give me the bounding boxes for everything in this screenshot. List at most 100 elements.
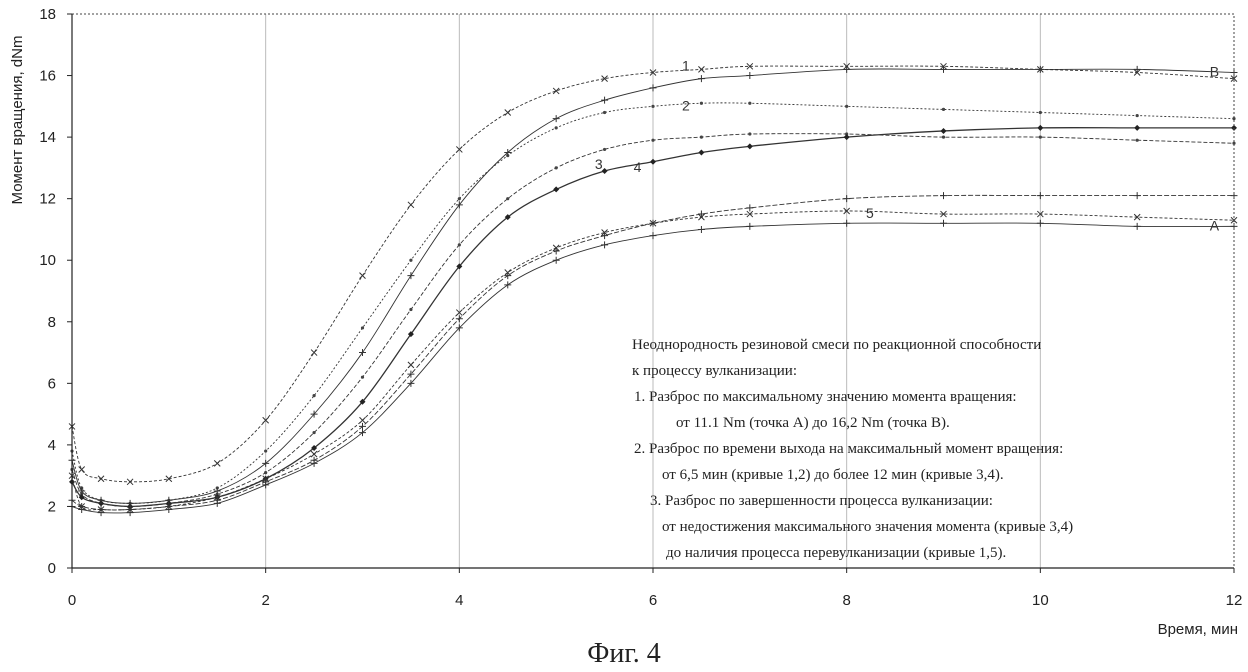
x-tick-label: 8 [842, 592, 850, 609]
data-point [746, 204, 753, 211]
data-point [553, 88, 559, 94]
annotation-line: до наличия процесса перевулканизации (кр… [666, 545, 1006, 561]
data-point [127, 479, 133, 485]
data-point [940, 192, 947, 199]
data-point [458, 197, 461, 200]
data-point [650, 232, 657, 239]
data-point [1037, 192, 1044, 199]
data-point [504, 272, 511, 279]
data-point [311, 457, 318, 464]
y-tick-label: 16 [39, 68, 56, 85]
data-point [553, 257, 560, 264]
y-tick-label: 18 [39, 6, 56, 23]
data-point [698, 226, 705, 233]
data-point [941, 128, 947, 134]
data-point [942, 136, 945, 139]
annotation-line: от 6,5 мин (кривые 1,2) до более 12 мин … [662, 467, 1004, 483]
data-point [1136, 139, 1139, 142]
y-tick-label: 6 [48, 375, 56, 392]
curve-labels: 1 2 3 4 5 B A [595, 57, 1220, 233]
data-point [407, 272, 414, 279]
y-tick-label: 2 [48, 498, 56, 515]
data-point [506, 197, 509, 200]
annotation-line: 2. Разброс по времени выхода на максимал… [634, 441, 1063, 457]
data-point [1037, 125, 1043, 131]
data-point [698, 211, 705, 218]
data-point [650, 159, 656, 165]
data-point [1136, 114, 1139, 117]
data-point [748, 132, 751, 135]
data-point [312, 394, 315, 397]
data-point [79, 467, 85, 473]
data-point [843, 66, 850, 73]
data-point [360, 417, 366, 423]
annotation-line: от 11.1 Nm (точка А) до 16,2 Nm (точка В… [676, 415, 950, 431]
data-point [264, 449, 267, 452]
data-point [312, 431, 315, 434]
data-point [651, 105, 654, 108]
data-point [845, 105, 848, 108]
x-tick-label: 2 [261, 592, 269, 609]
data-point [698, 75, 705, 82]
data-point [408, 202, 414, 208]
data-point [940, 220, 947, 227]
curve-label-B: B [1210, 63, 1219, 79]
data-point [844, 134, 850, 140]
data-point [843, 220, 850, 227]
annotation-line: 1. Разброс по максимальному значению мом… [634, 389, 1017, 405]
data-point [214, 460, 220, 466]
data-point [940, 66, 947, 73]
data-point [700, 136, 703, 139]
data-point [361, 326, 364, 329]
x-tick-label: 0 [68, 592, 76, 609]
data-point [1039, 111, 1042, 114]
data-point [409, 259, 412, 262]
annotation-line: Неоднородность резиновой смеси по реакци… [632, 337, 1041, 353]
x-tick-label: 12 [1226, 592, 1243, 609]
y-tick-label: 0 [48, 560, 56, 577]
data-point [359, 349, 366, 356]
y-tick-label: 12 [39, 191, 56, 208]
data-point [1134, 125, 1140, 131]
data-point [361, 376, 364, 379]
annotation-block: Неоднородность резиновой смеси по реакци… [632, 337, 1073, 561]
data-point [1037, 220, 1044, 227]
data-point [601, 241, 608, 248]
curve-label-1: 1 [682, 57, 690, 73]
data-point [698, 150, 704, 156]
annotation-line: от недостижения максимального значения м… [662, 519, 1073, 535]
y-tick-label: 14 [39, 129, 56, 146]
data-point [553, 186, 559, 192]
data-point [264, 471, 267, 474]
data-point [505, 109, 511, 115]
curve-label-3: 3 [595, 156, 603, 172]
data-point [311, 451, 317, 457]
data-point [1134, 192, 1141, 199]
annotation-line: к процессу вулканизации: [632, 363, 797, 379]
data-point [456, 315, 463, 322]
data-point [601, 97, 608, 104]
data-point [1134, 223, 1141, 230]
curve-label-4: 4 [634, 159, 642, 175]
data-point [458, 243, 461, 246]
data-point [651, 139, 654, 142]
data-point [1134, 66, 1141, 73]
y-axis-label: Момент вращения, dNm [9, 36, 26, 205]
data-point [408, 362, 414, 368]
curve-label-5: 5 [866, 205, 874, 221]
data-point [747, 143, 753, 149]
y-tick-label: 10 [39, 252, 56, 269]
data-point [409, 308, 412, 311]
figure-caption: Фиг. 4 [587, 638, 660, 669]
data-point [555, 166, 558, 169]
curve-label-A: A [1210, 217, 1220, 233]
chart-grid [266, 14, 1041, 568]
y-tick-label: 8 [48, 314, 56, 331]
data-point [1039, 136, 1042, 139]
x-tick-label: 4 [455, 592, 463, 609]
data-point [504, 281, 511, 288]
annotation-line: 3. Разброс по завершенности процесса вул… [650, 493, 993, 509]
curve-label-2: 2 [682, 97, 690, 113]
data-point [746, 72, 753, 79]
